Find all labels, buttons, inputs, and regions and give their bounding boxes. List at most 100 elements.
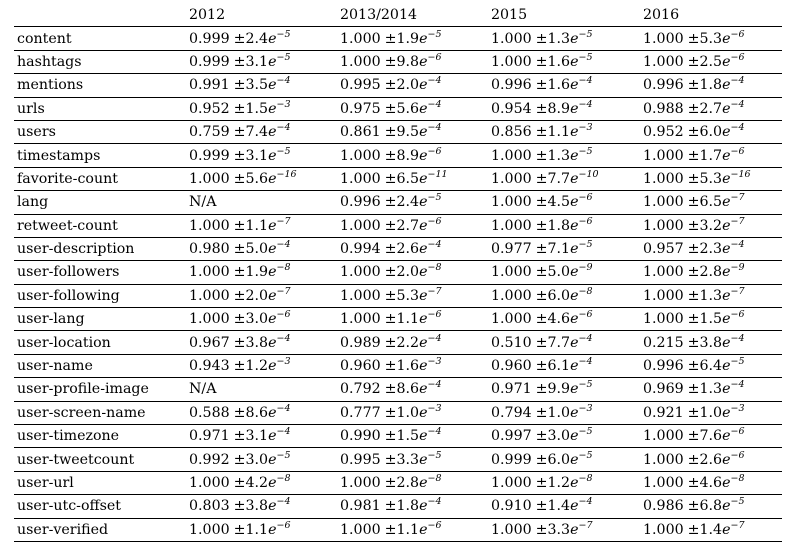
mean-value: 0.995 xyxy=(340,77,381,94)
sd-value: 2.8 xyxy=(396,475,420,491)
value-cell: 0.996 ±1.8e−4 xyxy=(640,73,782,98)
exponent-value: −3 xyxy=(578,402,593,414)
value-cell: 1.000 ±3.0e−6 xyxy=(186,307,337,332)
value-cell: 0.969 ±1.3e−4 xyxy=(640,377,782,402)
exponent-base: e xyxy=(722,53,731,70)
value-cell: 1.000 ±1.3e−7 xyxy=(640,284,782,309)
exponent-value: −3 xyxy=(730,402,745,414)
sd-value: 2.4 xyxy=(245,30,269,47)
not-available-text: N/A xyxy=(189,381,217,398)
value-cell: 0.777 ±1.0e−3 xyxy=(337,401,488,426)
mean-value: 0.996 xyxy=(643,358,684,375)
exponent-base: e xyxy=(268,170,277,187)
row-label: user-verified xyxy=(14,518,186,542)
exponent-base: e xyxy=(570,241,579,258)
mean-value: 1.000 xyxy=(340,53,381,70)
mean-value: 0.996 xyxy=(340,194,381,211)
table-row: favorite-count 1.000 ±5.6e−16 1.000 ±6.5e−11… xyxy=(14,167,782,192)
plus-minus-sign: ± xyxy=(687,241,700,258)
plus-minus-sign: ± xyxy=(687,498,700,515)
exponent-value: −11 xyxy=(427,168,448,180)
exponent-value: −5 xyxy=(427,28,442,40)
value-cell: 1.000 ±5.0e−9 xyxy=(488,260,640,285)
exponent-base: e xyxy=(268,264,277,281)
sd-value: 6.4 xyxy=(699,358,723,375)
plus-minus-sign: ± xyxy=(535,264,548,281)
value-cell: 1.000 ±1.8e−6 xyxy=(488,214,640,238)
sd-value: 1.1 xyxy=(547,124,571,141)
exponent-value: −5 xyxy=(578,145,593,157)
sd-value: 1.0 xyxy=(699,404,723,421)
exponent-base: e xyxy=(722,264,731,281)
mean-value: 1.000 xyxy=(340,311,381,328)
value-cell: 1.000 ±4.5e−6 xyxy=(488,190,640,215)
row-label: retweet-count xyxy=(14,214,186,238)
plus-minus-sign: ± xyxy=(233,170,246,187)
value-cell: 1.000 ±2.0e−8 xyxy=(337,260,488,285)
value-cell: 0.960 ±1.6e−3 xyxy=(337,354,488,379)
exponent-value: −4 xyxy=(730,75,745,87)
exponent-base: e xyxy=(268,498,277,515)
plus-minus-sign: ± xyxy=(384,475,397,491)
plus-minus-sign: ± xyxy=(687,311,700,328)
mean-value: 1.000 xyxy=(643,428,684,445)
plus-minus-sign: ± xyxy=(535,217,548,234)
value-cell: 1.000 ±1.3e−5 xyxy=(488,143,640,168)
plus-minus-sign: ± xyxy=(687,53,700,70)
table-row: user-url 1.000 ±4.2e−8 1.000 ±2.8e−8 1.000 ±1.… xyxy=(14,471,782,496)
plus-minus-sign: ± xyxy=(535,194,548,211)
plus-minus-sign: ± xyxy=(535,381,548,398)
plus-minus-sign: ± xyxy=(384,498,397,515)
mean-value: 1.000 xyxy=(340,475,381,491)
exponent-base: e xyxy=(570,30,579,47)
value-cell: N/A xyxy=(186,377,337,402)
row-label: hashtags xyxy=(14,50,186,75)
plus-minus-sign: ± xyxy=(384,451,397,468)
mean-value: 1.000 xyxy=(189,217,230,234)
plus-minus-sign: ± xyxy=(384,147,397,164)
value-cell: 1.000 ±1.1e−6 xyxy=(186,518,337,542)
exponent-base: e xyxy=(722,194,731,211)
plus-minus-sign: ± xyxy=(535,498,548,515)
sd-value: 1.0 xyxy=(547,404,571,421)
plus-minus-sign: ± xyxy=(687,521,700,538)
value-cell: 0.997 ±3.0e−5 xyxy=(488,424,640,449)
table-row: user-following 1.000 ±2.0e−7 1.000 ±5.3e−7 1.… xyxy=(14,284,782,309)
plus-minus-sign: ± xyxy=(535,77,548,94)
mean-value: 0.910 xyxy=(491,498,532,515)
mean-value: 1.000 xyxy=(340,521,381,538)
exponent-base: e xyxy=(570,170,579,187)
exponent-value: −4 xyxy=(427,496,442,508)
exponent-value: −8 xyxy=(276,473,291,484)
value-cell: 0.996 ±6.4e−5 xyxy=(640,354,782,379)
plus-minus-sign: ± xyxy=(384,521,397,538)
exponent-base: e xyxy=(570,404,579,421)
sd-value: 8.6 xyxy=(396,381,420,398)
sd-value: 7.4 xyxy=(245,124,269,141)
exponent-base: e xyxy=(722,77,731,94)
row-label: user-followers xyxy=(14,260,186,285)
exponent-value: −5 xyxy=(578,51,593,63)
value-cell: 0.960 ±6.1e−4 xyxy=(488,354,640,379)
row-label: user-name xyxy=(14,354,186,379)
exponent-base: e xyxy=(570,217,579,234)
value-cell: 1.000 ±1.1e−6 xyxy=(337,518,488,542)
exponent-base: e xyxy=(722,100,731,117)
exponent-base: e xyxy=(419,334,428,351)
row-label: favorite-count xyxy=(14,167,186,192)
table-row: urls 0.952 ±1.5e−3 0.975 ±5.6e−4 0.954 ±8.9e−4… xyxy=(14,97,782,121)
plus-minus-sign: ± xyxy=(384,53,397,70)
mean-value: 0.992 xyxy=(189,451,230,468)
exponent-base: e xyxy=(268,428,277,445)
plus-minus-sign: ± xyxy=(384,381,397,398)
plus-minus-sign: ± xyxy=(233,241,246,258)
exponent-base: e xyxy=(268,124,277,141)
exponent-value: −8 xyxy=(427,473,442,484)
exponent-value: −5 xyxy=(578,239,593,251)
mean-value: 0.777 xyxy=(340,404,381,421)
not-available-text: N/A xyxy=(189,194,217,211)
exponent-value: −6 xyxy=(578,309,593,321)
sd-value: 1.4 xyxy=(699,521,723,538)
exponent-base: e xyxy=(268,404,277,421)
exponent-value: −5 xyxy=(578,28,593,40)
